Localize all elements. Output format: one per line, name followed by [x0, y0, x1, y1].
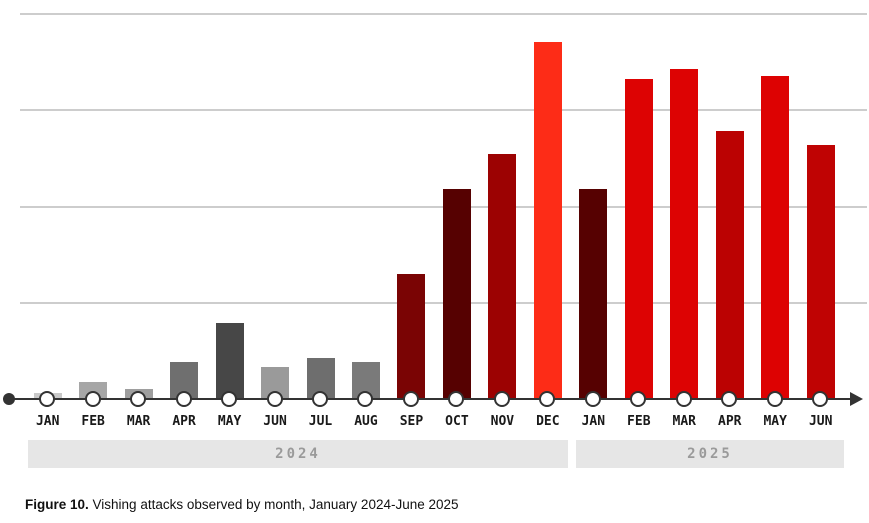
- bar-nov-2024: [488, 154, 517, 399]
- axis-month-dot-icon: [39, 391, 56, 407]
- month-tick-label: APR: [172, 414, 196, 429]
- month-tick-label: AUG: [354, 414, 378, 429]
- x-axis-arrow-icon: [850, 392, 863, 406]
- axis-month-dot-icon: [175, 391, 192, 407]
- bar-dec-2024: [533, 42, 562, 399]
- bar-oct-2024: [442, 189, 471, 399]
- month-tick-label: APR: [718, 414, 742, 429]
- month-tick-label: JUL: [308, 414, 333, 429]
- x-axis-line: [8, 398, 854, 400]
- axis-month-dot-icon: [130, 391, 147, 407]
- month-tick-label: JAN: [35, 414, 60, 429]
- bar-apr-2025: [715, 131, 744, 399]
- month-tick-label: NOV: [490, 414, 515, 429]
- year-band-2024: 2024: [28, 440, 568, 468]
- bar-jun-2025: [806, 145, 835, 399]
- month-tick-label: MAY: [763, 414, 787, 429]
- bar-feb-2025: [624, 79, 653, 399]
- axis-month-dot-icon: [721, 391, 738, 407]
- axis-month-dot-icon: [766, 391, 783, 407]
- axis-month-dot-icon: [221, 391, 238, 407]
- axis-month-dot-icon: [84, 391, 101, 407]
- bar-sep-2024: [397, 274, 426, 399]
- axis-month-dot-icon: [402, 391, 419, 407]
- month-tick-label: JUN: [263, 414, 287, 429]
- axis-month-dot-icon: [493, 391, 510, 407]
- axis-month-dot-icon: [539, 391, 556, 407]
- month-tick-label: JAN: [581, 414, 606, 429]
- figure-caption-label: Figure 10.: [25, 497, 89, 512]
- month-tick-label: MAR: [126, 414, 151, 429]
- year-band-2024-label: 2024: [275, 446, 321, 462]
- axis-month-dot-icon: [675, 391, 692, 407]
- axis-month-dot-icon: [448, 391, 465, 407]
- bar-mar-2025: [670, 69, 699, 399]
- month-tick-label: JUN: [808, 414, 833, 429]
- axis-month-dot-icon: [312, 391, 329, 407]
- axis-month-dot-icon: [812, 391, 829, 407]
- axis-month-dot-icon: [584, 391, 601, 407]
- axis-month-dot-icon: [630, 391, 647, 407]
- gridline: [20, 13, 867, 15]
- month-tick-label: MAY: [217, 414, 242, 429]
- bar-may-2024: [215, 323, 244, 399]
- month-tick-label: MAR: [672, 414, 696, 429]
- year-band-2025: 2025: [576, 440, 844, 468]
- bar-may-2025: [761, 76, 790, 399]
- x-axis-origin-dot-icon: [3, 393, 15, 405]
- axis-month-dot-icon: [266, 391, 283, 407]
- month-tick-label: OCT: [445, 414, 469, 429]
- month-tick-label: DEC: [536, 414, 560, 429]
- axis-month-dot-icon: [357, 391, 374, 407]
- month-tick-label: FEB: [81, 414, 105, 429]
- figure-caption: Figure 10. Vishing attacks observed by m…: [25, 497, 459, 512]
- year-band-2025-label: 2025: [687, 446, 733, 462]
- gridline: [20, 109, 867, 111]
- month-tick-label: FEB: [627, 414, 651, 429]
- figure-caption-text: Vishing attacks observed by month, Janua…: [88, 497, 459, 512]
- month-tick-label: SEP: [399, 414, 424, 429]
- bar-jan-2025: [579, 189, 608, 399]
